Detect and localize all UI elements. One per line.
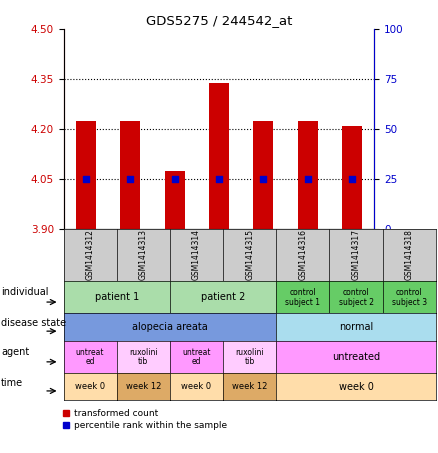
Text: GSM1414314: GSM1414314: [192, 229, 201, 280]
Text: GSM1414315: GSM1414315: [245, 229, 254, 280]
Title: GDS5275 / 244542_at: GDS5275 / 244542_at: [146, 14, 292, 27]
Text: untreat
ed: untreat ed: [76, 347, 104, 366]
Bar: [342, 126, 362, 229]
Point: [215, 175, 223, 183]
Bar: [209, 82, 229, 229]
Text: patient 2: patient 2: [201, 292, 245, 302]
Text: GSM1414316: GSM1414316: [298, 229, 307, 280]
Text: untreated: untreated: [332, 352, 380, 362]
Text: week 12: week 12: [232, 382, 267, 391]
Point: [304, 175, 311, 183]
Text: week 0: week 0: [181, 382, 212, 391]
Text: week 12: week 12: [126, 382, 161, 391]
Bar: [165, 171, 184, 229]
Text: ruxolini
tib: ruxolini tib: [129, 347, 158, 366]
Text: ruxolini
tib: ruxolini tib: [235, 347, 264, 366]
Text: control
subject 3: control subject 3: [392, 288, 427, 307]
Text: GSM1414313: GSM1414313: [139, 229, 148, 280]
Point: [349, 175, 356, 183]
Bar: [120, 121, 140, 229]
Point: [260, 175, 267, 183]
Text: week 0: week 0: [339, 382, 374, 392]
Bar: [254, 121, 273, 229]
Text: normal: normal: [339, 322, 373, 332]
Text: time: time: [1, 378, 23, 388]
Text: week 0: week 0: [75, 382, 105, 391]
Text: GSM1414317: GSM1414317: [352, 229, 360, 280]
Bar: [298, 121, 318, 229]
Text: disease state: disease state: [1, 318, 66, 328]
Text: GSM1414312: GSM1414312: [85, 229, 95, 280]
Text: untreat
ed: untreat ed: [182, 347, 211, 366]
Point: [127, 175, 134, 183]
Text: individual: individual: [1, 287, 49, 297]
Text: agent: agent: [1, 347, 29, 357]
Text: alopecia areata: alopecia areata: [132, 322, 208, 332]
Text: patient 1: patient 1: [95, 292, 139, 302]
Point: [171, 175, 178, 183]
Legend: transformed count, percentile rank within the sample: transformed count, percentile rank withi…: [61, 410, 227, 430]
Point: [82, 175, 89, 183]
Text: control
subject 1: control subject 1: [285, 288, 320, 307]
Text: control
subject 2: control subject 2: [339, 288, 374, 307]
Text: GSM1414318: GSM1414318: [405, 229, 414, 280]
Bar: [76, 121, 96, 229]
